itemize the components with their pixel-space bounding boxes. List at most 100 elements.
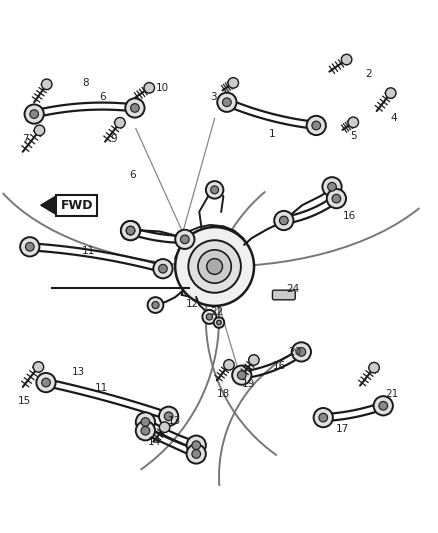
Circle shape bbox=[136, 413, 155, 432]
Circle shape bbox=[141, 418, 150, 426]
FancyBboxPatch shape bbox=[56, 195, 97, 216]
Circle shape bbox=[211, 186, 219, 194]
Circle shape bbox=[232, 366, 251, 385]
Text: 12: 12 bbox=[186, 298, 199, 309]
Text: FWD: FWD bbox=[61, 199, 93, 212]
Circle shape bbox=[144, 83, 155, 93]
Text: 11: 11 bbox=[95, 383, 108, 393]
Circle shape bbox=[126, 226, 135, 235]
Circle shape bbox=[206, 181, 223, 199]
Circle shape bbox=[275, 212, 293, 229]
Circle shape bbox=[379, 401, 388, 410]
Text: 15: 15 bbox=[18, 397, 31, 406]
Circle shape bbox=[385, 88, 396, 98]
Circle shape bbox=[136, 421, 155, 440]
Circle shape bbox=[175, 227, 254, 306]
Circle shape bbox=[180, 235, 189, 244]
Circle shape bbox=[217, 93, 237, 112]
Circle shape bbox=[224, 360, 234, 370]
Text: 19: 19 bbox=[242, 379, 255, 389]
Circle shape bbox=[25, 104, 44, 124]
Text: 8: 8 bbox=[82, 78, 89, 88]
Circle shape bbox=[188, 240, 241, 293]
Circle shape bbox=[280, 216, 288, 224]
Polygon shape bbox=[175, 225, 250, 301]
Text: 14: 14 bbox=[148, 437, 161, 447]
Circle shape bbox=[369, 362, 379, 373]
Circle shape bbox=[198, 250, 231, 283]
Text: 18: 18 bbox=[217, 390, 230, 399]
Circle shape bbox=[274, 211, 293, 230]
Circle shape bbox=[33, 362, 44, 372]
Circle shape bbox=[214, 317, 224, 328]
Circle shape bbox=[292, 342, 311, 361]
Circle shape bbox=[297, 348, 306, 356]
Circle shape bbox=[152, 302, 159, 309]
Text: 4: 4 bbox=[390, 114, 397, 124]
Circle shape bbox=[34, 125, 45, 135]
Circle shape bbox=[126, 226, 135, 235]
Circle shape bbox=[237, 371, 246, 379]
Circle shape bbox=[192, 450, 201, 458]
Text: 20: 20 bbox=[288, 347, 301, 357]
Circle shape bbox=[319, 413, 328, 422]
Circle shape bbox=[207, 259, 223, 274]
Text: 17: 17 bbox=[336, 424, 349, 433]
Text: 7: 7 bbox=[22, 134, 29, 144]
Circle shape bbox=[175, 230, 194, 249]
Circle shape bbox=[228, 78, 239, 88]
Circle shape bbox=[328, 182, 336, 191]
Text: 22: 22 bbox=[210, 308, 223, 318]
Circle shape bbox=[192, 441, 201, 449]
Text: 9: 9 bbox=[110, 134, 117, 143]
Circle shape bbox=[307, 116, 326, 135]
Circle shape bbox=[159, 264, 167, 273]
Circle shape bbox=[341, 54, 352, 65]
FancyArrow shape bbox=[41, 195, 87, 216]
Text: 1: 1 bbox=[269, 129, 276, 139]
Circle shape bbox=[223, 98, 231, 107]
FancyBboxPatch shape bbox=[272, 290, 295, 300]
Text: 11: 11 bbox=[82, 246, 95, 256]
Text: 6: 6 bbox=[129, 169, 136, 180]
Circle shape bbox=[206, 314, 212, 320]
Circle shape bbox=[121, 221, 140, 240]
Text: 2: 2 bbox=[365, 69, 372, 79]
Circle shape bbox=[25, 243, 34, 251]
Circle shape bbox=[42, 378, 50, 387]
Circle shape bbox=[159, 407, 178, 426]
Text: 6: 6 bbox=[99, 92, 106, 102]
Text: 13: 13 bbox=[71, 367, 85, 377]
Circle shape bbox=[159, 422, 170, 432]
Circle shape bbox=[141, 426, 150, 435]
Circle shape bbox=[217, 320, 221, 325]
Circle shape bbox=[42, 79, 52, 90]
Text: 21: 21 bbox=[385, 389, 399, 399]
Circle shape bbox=[279, 216, 288, 225]
Circle shape bbox=[20, 237, 39, 256]
Text: 5: 5 bbox=[350, 131, 357, 141]
Circle shape bbox=[153, 259, 173, 278]
Circle shape bbox=[115, 117, 125, 128]
Circle shape bbox=[36, 373, 56, 392]
Circle shape bbox=[187, 445, 206, 464]
Circle shape bbox=[322, 177, 342, 197]
Text: 24: 24 bbox=[286, 284, 299, 294]
Text: 13: 13 bbox=[168, 416, 181, 426]
Circle shape bbox=[249, 355, 259, 365]
Circle shape bbox=[332, 194, 341, 203]
Circle shape bbox=[187, 435, 206, 455]
Circle shape bbox=[131, 103, 139, 112]
Circle shape bbox=[327, 189, 346, 208]
Text: 16: 16 bbox=[273, 361, 286, 372]
Text: 16: 16 bbox=[343, 211, 356, 221]
Text: 3: 3 bbox=[210, 92, 217, 102]
Circle shape bbox=[30, 110, 39, 118]
Circle shape bbox=[148, 297, 163, 313]
Circle shape bbox=[348, 117, 359, 127]
Circle shape bbox=[314, 408, 333, 427]
Circle shape bbox=[312, 121, 321, 130]
Circle shape bbox=[202, 310, 216, 324]
Circle shape bbox=[164, 412, 173, 421]
Text: 10: 10 bbox=[155, 83, 169, 93]
